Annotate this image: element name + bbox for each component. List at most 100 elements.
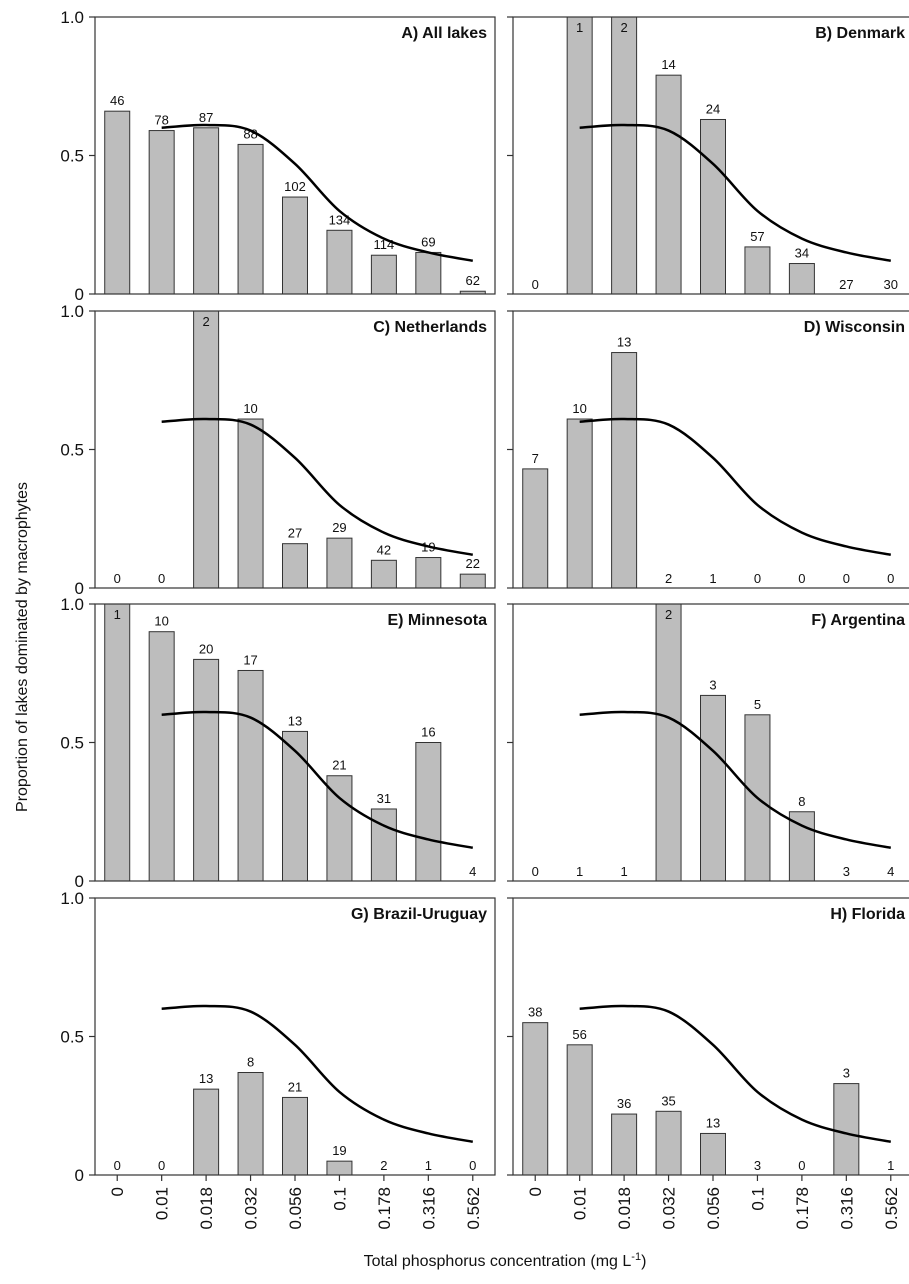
count-label: 27 bbox=[288, 526, 302, 541]
count-label: 0 bbox=[158, 571, 165, 586]
bar-0.01 bbox=[566, 1044, 593, 1176]
count-label: 42 bbox=[377, 542, 391, 557]
bar-0.316 bbox=[415, 742, 442, 882]
bar-0.032 bbox=[655, 74, 682, 295]
count-label: 0 bbox=[469, 1158, 476, 1173]
panel-title: C) Netherlands bbox=[373, 319, 487, 336]
fitted-curve bbox=[161, 1004, 474, 1143]
bar-0.018 bbox=[611, 16, 638, 295]
count-label: 3 bbox=[843, 1066, 850, 1081]
y-tick-label: 0 bbox=[75, 285, 84, 304]
count-label: 2 bbox=[202, 314, 209, 329]
count-label: 2 bbox=[380, 1158, 387, 1173]
count-label: 46 bbox=[110, 93, 124, 108]
count-label: 10 bbox=[243, 401, 257, 416]
bar-0.018 bbox=[193, 310, 220, 589]
count-label: 1 bbox=[620, 864, 627, 879]
x-tick-label: 0.316 bbox=[837, 1187, 856, 1230]
count-label: 1 bbox=[425, 1158, 432, 1173]
count-label: 0 bbox=[798, 1158, 805, 1173]
count-label: 134 bbox=[329, 212, 351, 227]
bar-0.316 bbox=[415, 557, 442, 589]
fitted-curve bbox=[579, 123, 892, 262]
panel-h: 38 56 36 35 13 3 0 3 1 0 0.01 0.018 0.032 0.056 0.1 0.1… bbox=[507, 897, 909, 1230]
bar-0.1 bbox=[326, 229, 353, 295]
count-label: 8 bbox=[798, 794, 805, 809]
y-tick-label: 0.5 bbox=[60, 1028, 84, 1047]
count-label: 38 bbox=[528, 1005, 542, 1020]
bar-0.018 bbox=[193, 1088, 220, 1176]
count-label: 0 bbox=[114, 571, 121, 586]
count-label: 0 bbox=[114, 1158, 121, 1173]
y-tick-label: 0 bbox=[75, 872, 84, 891]
bar-0.316 bbox=[833, 1083, 860, 1176]
y-tick-label: 0.5 bbox=[60, 147, 84, 166]
bar-0.562 bbox=[459, 573, 486, 589]
fitted-curve bbox=[579, 417, 892, 556]
x-tick-label: 0.056 bbox=[286, 1187, 305, 1230]
count-label: 2 bbox=[665, 607, 672, 622]
bar-0.178 bbox=[788, 811, 815, 882]
count-label: 69 bbox=[421, 234, 435, 249]
count-label: 0 bbox=[887, 571, 894, 586]
count-label: 4 bbox=[887, 864, 894, 879]
count-label: 5 bbox=[754, 697, 761, 712]
bar-0.056 bbox=[700, 1132, 726, 1176]
bar-0 bbox=[522, 1022, 549, 1176]
panel-f: 0 1 1 2 3 5 8 3 4 F) Argentina bbox=[507, 603, 909, 882]
count-label: 7 bbox=[532, 451, 539, 466]
bar-0.01 bbox=[148, 130, 175, 295]
panel-b: 0 1 2 14 24 57 34 27 30 B) Denmark bbox=[507, 16, 909, 295]
bar-0.018 bbox=[193, 127, 220, 295]
y-axis-label: Proportion of lakes dominated by macroph… bbox=[14, 482, 31, 812]
y-tick-label: 1.0 bbox=[60, 8, 84, 27]
x-axis-label: Total phosphorus concentration (mg L-1) bbox=[364, 1251, 647, 1270]
bar-0 bbox=[104, 110, 131, 295]
bar-0 bbox=[522, 468, 549, 589]
count-label: 16 bbox=[421, 725, 435, 740]
x-tick-label: 0.056 bbox=[704, 1187, 723, 1230]
count-label: 10 bbox=[572, 401, 586, 416]
bar-0.1 bbox=[744, 246, 771, 295]
bar-0.018 bbox=[193, 658, 220, 882]
count-label: 4 bbox=[469, 864, 476, 879]
count-label: 13 bbox=[199, 1071, 213, 1086]
fitted-curve bbox=[579, 710, 892, 849]
bar-0.01 bbox=[148, 631, 175, 882]
bar-0.032 bbox=[237, 669, 264, 882]
bar-0.178 bbox=[370, 254, 397, 295]
x-tick-label: 0.316 bbox=[419, 1187, 438, 1230]
count-label: 17 bbox=[243, 652, 257, 667]
count-label: 3 bbox=[843, 864, 850, 879]
bar-0.178 bbox=[788, 263, 815, 295]
bar-0.1 bbox=[326, 775, 353, 882]
x-tick-label: 0 bbox=[108, 1187, 127, 1196]
count-label: 0 bbox=[532, 864, 539, 879]
count-label: 29 bbox=[332, 520, 346, 535]
count-label: 13 bbox=[706, 1115, 720, 1130]
x-tick-label: 0.018 bbox=[615, 1187, 634, 1230]
y-tick-label: 0.5 bbox=[60, 441, 84, 460]
count-label: 1 bbox=[709, 571, 716, 586]
y-tick-label: 1.0 bbox=[60, 595, 84, 614]
count-label: 3 bbox=[709, 677, 716, 692]
x-tick-label: 0.1 bbox=[330, 1187, 349, 1211]
x-tick-label: 0 bbox=[526, 1187, 545, 1196]
x-tick-label: 0.018 bbox=[197, 1187, 216, 1230]
count-label: 78 bbox=[154, 113, 168, 128]
bar-0.032 bbox=[655, 1110, 682, 1176]
bar-0.1 bbox=[326, 537, 353, 589]
count-label: 57 bbox=[750, 229, 764, 244]
count-label: 31 bbox=[377, 791, 391, 806]
bar-0 bbox=[104, 603, 131, 882]
count-label: 56 bbox=[572, 1027, 586, 1042]
count-label: 0 bbox=[532, 277, 539, 292]
bar-0.018 bbox=[611, 1113, 638, 1176]
count-label: 1 bbox=[887, 1158, 894, 1173]
y-tick-label: 1.0 bbox=[60, 302, 84, 321]
